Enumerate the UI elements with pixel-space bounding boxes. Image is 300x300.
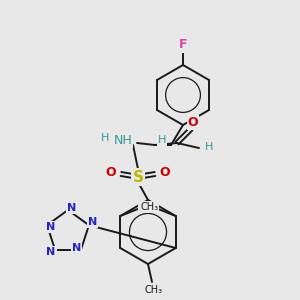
- Text: H: H: [101, 133, 109, 143]
- Text: S: S: [133, 169, 143, 184]
- Text: O: O: [106, 167, 116, 179]
- Text: CH₃: CH₃: [139, 202, 157, 212]
- Text: N: N: [88, 217, 98, 227]
- Text: H: H: [205, 142, 213, 152]
- Text: H: H: [158, 135, 166, 145]
- Text: N: N: [68, 203, 76, 213]
- Text: CH₃: CH₃: [145, 285, 163, 295]
- Text: F: F: [179, 38, 187, 52]
- Text: CH₃: CH₃: [140, 202, 158, 212]
- Text: N: N: [46, 222, 56, 232]
- Text: N: N: [46, 247, 56, 257]
- Text: N: N: [72, 243, 82, 253]
- Text: O: O: [160, 167, 170, 179]
- Text: NH: NH: [114, 134, 132, 146]
- Text: O: O: [188, 116, 198, 128]
